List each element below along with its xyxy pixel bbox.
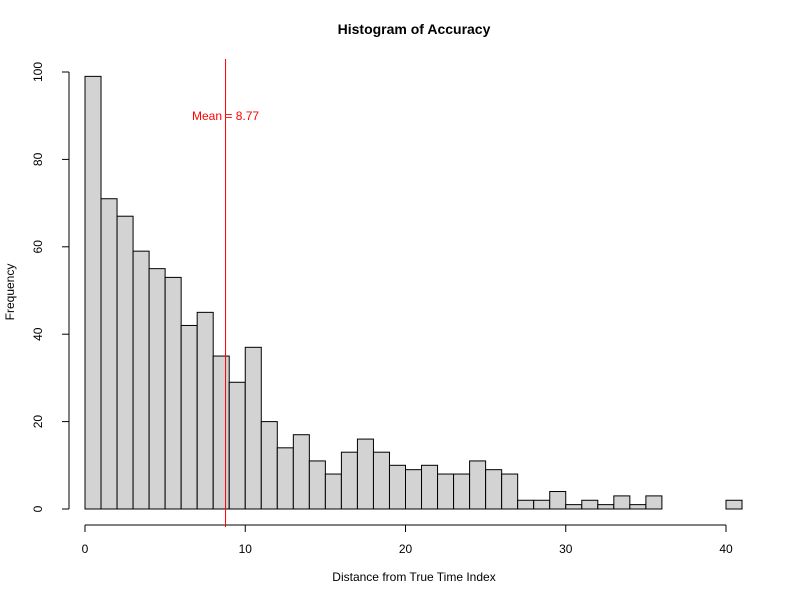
x-tick-label: 0 <box>82 542 89 556</box>
histogram-bar <box>453 473 471 510</box>
histogram-bar <box>405 469 423 510</box>
x-axis: 0 10 20 30 40 <box>82 524 733 556</box>
histogram-bar <box>501 473 519 510</box>
histogram-bar <box>132 250 150 510</box>
histogram-bar <box>212 355 230 510</box>
histogram-bars <box>84 75 743 510</box>
histogram-bar <box>180 324 198 510</box>
x-tick-label: 30 <box>559 542 573 556</box>
y-tick-label: 20 <box>31 415 45 429</box>
histogram-bar <box>725 499 743 510</box>
histogram-bar <box>276 447 294 510</box>
histogram-bar <box>244 346 262 510</box>
histogram-bar <box>340 451 358 510</box>
y-tick-label: 60 <box>31 240 45 254</box>
histogram-bar <box>517 499 535 510</box>
histogram-bar <box>196 311 214 510</box>
histogram-bar <box>260 421 278 510</box>
histogram-bar <box>116 215 134 510</box>
histogram-bar <box>164 276 182 510</box>
histogram-bar <box>533 499 551 510</box>
histogram-bar <box>597 504 615 510</box>
x-axis-label: Distance from True Time Index <box>332 570 495 584</box>
y-tick-label: 80 <box>31 152 45 166</box>
chart-title: Histogram of Accuracy <box>338 21 491 37</box>
histogram-bar <box>581 499 599 510</box>
x-tick-label: 10 <box>239 542 253 556</box>
x-tick-label: 20 <box>399 542 413 556</box>
histogram-bar <box>292 434 310 510</box>
histogram-bar <box>84 75 102 510</box>
histogram-bar <box>437 473 455 510</box>
histogram-bar <box>372 451 390 510</box>
histogram-bar <box>565 504 583 510</box>
x-tick-label: 40 <box>719 542 733 556</box>
mean-label: Mean = 8.77 <box>192 109 259 123</box>
histogram-bar <box>356 438 374 510</box>
histogram-bar <box>645 495 663 510</box>
y-axis-label: Frequency <box>3 264 17 321</box>
histogram-bar <box>469 460 487 510</box>
histogram-bar <box>629 504 647 510</box>
y-tick-label: 40 <box>31 327 45 341</box>
y-axis: 0 20 40 60 80 100 <box>31 62 70 512</box>
histogram-bar <box>228 381 246 510</box>
histogram-bar <box>388 464 407 510</box>
histogram-bar <box>485 469 503 510</box>
histogram-bar <box>549 491 567 510</box>
y-tick-label: 100 <box>31 62 45 82</box>
histogram-bar <box>148 268 166 510</box>
y-tick-label: 0 <box>31 505 45 512</box>
histogram-bar <box>308 460 326 510</box>
histogram-bar <box>421 464 439 510</box>
histogram-bar <box>324 473 342 510</box>
histogram-bar <box>100 198 118 510</box>
histogram-bar <box>613 495 631 510</box>
